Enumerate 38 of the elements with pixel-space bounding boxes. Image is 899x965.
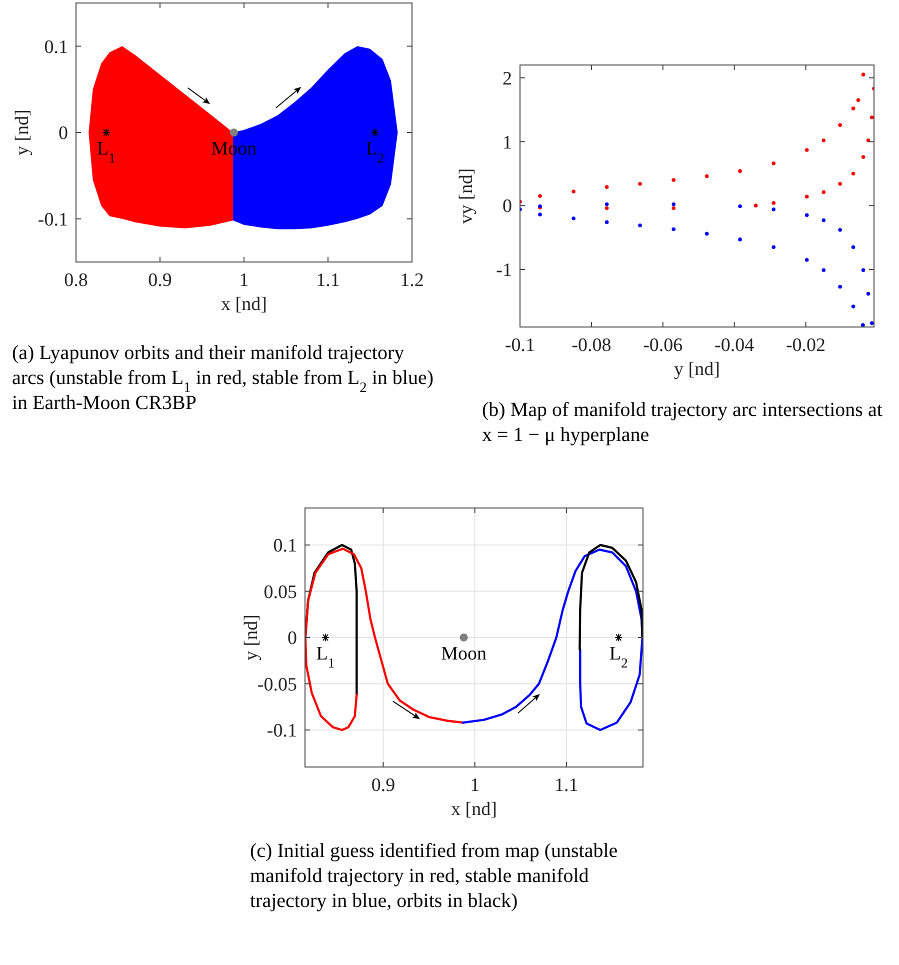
y-tick-label: -0.1 xyxy=(266,720,297,742)
y-tick-label: -0.1 xyxy=(38,209,68,230)
y-tick-label: 0.1 xyxy=(44,36,68,58)
y-tick-label: 0 xyxy=(288,628,297,650)
x-tick-label: 0.8 xyxy=(64,270,88,291)
x-axis-title: x [nd] xyxy=(451,799,497,820)
y-axis-title: y [nd] xyxy=(12,110,33,156)
y-tick-label: 2 xyxy=(502,68,512,90)
text: (b) Map of manifold trajectory arc intersections at x = 1 − μ hyperplane xyxy=(482,399,883,446)
annotation: L$_{2}$ xyxy=(366,138,384,165)
text: (a) Lyapunov orbits and their manifold trajectory arcs (unstable from L$_{1}$ in red, stable from L$_{2}$ in blue) in Earth-Moon CR3BP xyxy=(12,342,434,414)
x-tick-label: -0.04 xyxy=(714,335,755,356)
annotation: L$_{1}$ xyxy=(97,138,116,165)
y-tick-label: 0.05 xyxy=(264,582,297,603)
y-tick-label: 1 xyxy=(502,132,512,154)
x-tick-label: 0.9 xyxy=(371,775,396,796)
x-tick-label: 1 xyxy=(239,270,249,291)
x-axis-title: x [nd] xyxy=(221,294,267,315)
text: (c) Initial guess identified from map (unstable manifold trajectory in red, stable manifold trajectory in blue, orbits in black) xyxy=(250,840,618,912)
y-tick-label: -0.05 xyxy=(257,674,297,696)
y-tick-label: 0 xyxy=(58,123,68,144)
x-tick-label: 0.9 xyxy=(148,270,172,291)
x-axis-title: y [nd] xyxy=(674,359,720,380)
y-tick-label: -1 xyxy=(496,260,512,282)
annotation: Moon xyxy=(441,644,488,664)
y-tick-label: 0 xyxy=(502,196,512,218)
y-axis-title: y [nd] xyxy=(241,614,262,660)
y-tick-label: 0.1 xyxy=(273,536,297,557)
y-axis-title: vy [nd] xyxy=(456,168,477,224)
x-tick-label: 1.2 xyxy=(400,270,424,291)
annotation: L$_{2}$ xyxy=(609,644,628,670)
x-tick-label: 1.1 xyxy=(316,270,340,291)
x-tick-label: 1.1 xyxy=(554,775,578,796)
x-tick-label: -0.02 xyxy=(786,335,826,356)
x-tick-label: -0.06 xyxy=(643,335,683,356)
x-tick-label: 1 xyxy=(470,775,480,796)
x-tick-label: -0.08 xyxy=(572,335,612,356)
annotation: L$_{1}$ xyxy=(316,644,335,670)
